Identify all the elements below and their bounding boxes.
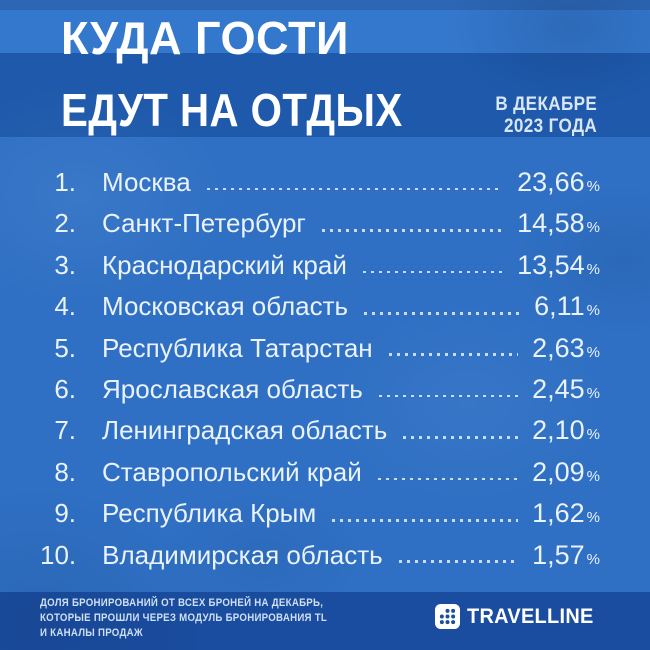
region-name: Москва [102,167,191,197]
page-title-line-1: КУДА ГОСТИ [61,12,349,64]
footnote-line-2: КОТОРЫЕ ПРОШЛИ ЧЕРЕЗ МОДУЛЬ БРОНИРОВАНИЯ… [40,612,328,624]
list-item: 1. Москва 23,66% [0,162,650,203]
list-item: 9. Республика Крым 1,62% [0,493,650,534]
value-wrap: 1,57% [532,535,600,580]
footnote-line-3: И КАНАЛЫ ПРОДАЖ [40,627,143,639]
region-name: Ставропольский край [102,456,362,487]
value-wrap: 2,10% [532,410,600,455]
percent-sign: % [586,178,600,195]
rank-number: 5. [54,332,76,363]
rank-number: 9. [54,498,76,529]
dotted-leader [388,353,519,356]
region-name: Республика Татарстан [102,332,373,363]
region-name: Ленинградская область [102,415,388,446]
percent-sign: % [586,219,600,237]
travelline-logo-text: TRAVELLINE [466,604,594,628]
share-value: 23,66 [517,167,585,197]
value-wrap: 6,11% [534,286,600,331]
footnote: ДОЛЯ БРОНИРОВАНИЙ ОТ ВСЕХ БРОНЕЙ НА ДЕКА… [40,596,327,641]
travelline-dots-icon [434,604,460,629]
region-name: Ярославская область [102,373,363,404]
list-item: 10. Владимирская область 1,57% [0,535,650,576]
region-name: Краснодарский край [102,249,347,280]
rank-number: 8. [54,456,76,487]
list-item: 6. Ярославская область 2,45% [0,369,650,410]
value-wrap: 13,54% [517,245,600,290]
dotted-leader [378,394,519,398]
travelline-logo: TRAVELLINE [434,604,600,629]
period-subtitle-line-2: 2023 ГОДА [503,116,597,137]
percent-sign: % [586,260,600,278]
dotted-leader [321,229,504,232]
rank-number: 4. [54,291,76,322]
ranking-list: 1. Москва 23,66% 2. Санкт-Петербург 14,5… [0,162,650,576]
rank-number: 7. [54,415,76,446]
percent-sign: % [586,426,600,444]
share-value: 1,62 [532,498,585,529]
value-wrap: 2,09% [532,452,600,497]
dotted-leader [332,519,519,522]
region-name: Республика Крым [102,498,317,529]
title-dark-band [0,53,650,137]
percent-sign: % [586,509,600,527]
share-value: 2,10 [532,415,585,446]
percent-sign: % [586,384,600,402]
footnote-line-1: ДОЛЯ БРОНИРОВАНИЙ ОТ ВСЕХ БРОНЕЙ НА ДЕКА… [40,597,324,609]
value-wrap: 14,58% [517,203,600,248]
share-value: 1,57 [532,539,585,570]
top-strip-band [0,0,650,10]
rank-number: 3. [54,249,76,280]
share-value: 2,09 [532,456,585,487]
title-light-band [0,10,650,53]
share-value: 2,45 [532,373,585,404]
percent-sign: % [586,467,600,485]
value-wrap: 23,66% [517,162,600,207]
rank-number: 10. [40,539,77,570]
period-subtitle: В ДЕКАБРЕ 2023 ГОДА [495,94,597,138]
region-name: Владимирская область [102,539,383,570]
rank-number: 6. [54,373,76,404]
rank-number: 1. [54,167,76,197]
rank-number: 2. [54,208,76,239]
list-item: 4. Московская область 6,11% [0,286,650,327]
list-item: 2. Санкт-Петербург 14,58% [0,203,650,244]
dotted-leader [398,560,519,563]
list-item: 3. Краснодарский край 13,54% [0,245,650,286]
region-name: Санкт-Петербург [102,208,306,239]
dotted-leader [377,477,519,481]
page-title-line-2: ЕДУТ НА ОТДЫХ [61,84,403,136]
share-value: 13,54 [517,249,585,280]
dotted-leader [364,312,521,315]
dotted-leader [206,187,504,191]
list-item: 7. Ленинградская область 2,10% [0,410,650,451]
value-wrap: 1,62% [532,493,600,538]
dotted-leader [403,436,519,439]
share-value: 2,63 [532,332,585,363]
percent-sign: % [586,343,600,361]
period-subtitle-line-1: В ДЕКАБРЕ [495,94,597,115]
percent-sign: % [586,550,600,568]
share-value: 14,58 [517,208,585,239]
list-item: 5. Республика Татарстан 2,63% [0,328,650,369]
share-value: 6,11 [534,291,585,322]
value-wrap: 2,63% [532,328,600,373]
region-name: Московская область [102,291,349,322]
footer-band [0,592,650,650]
value-wrap: 2,45% [532,369,600,414]
percent-sign: % [586,302,600,320]
list-item: 8. Ставропольский край 2,09% [0,452,650,493]
dotted-leader [362,270,504,274]
